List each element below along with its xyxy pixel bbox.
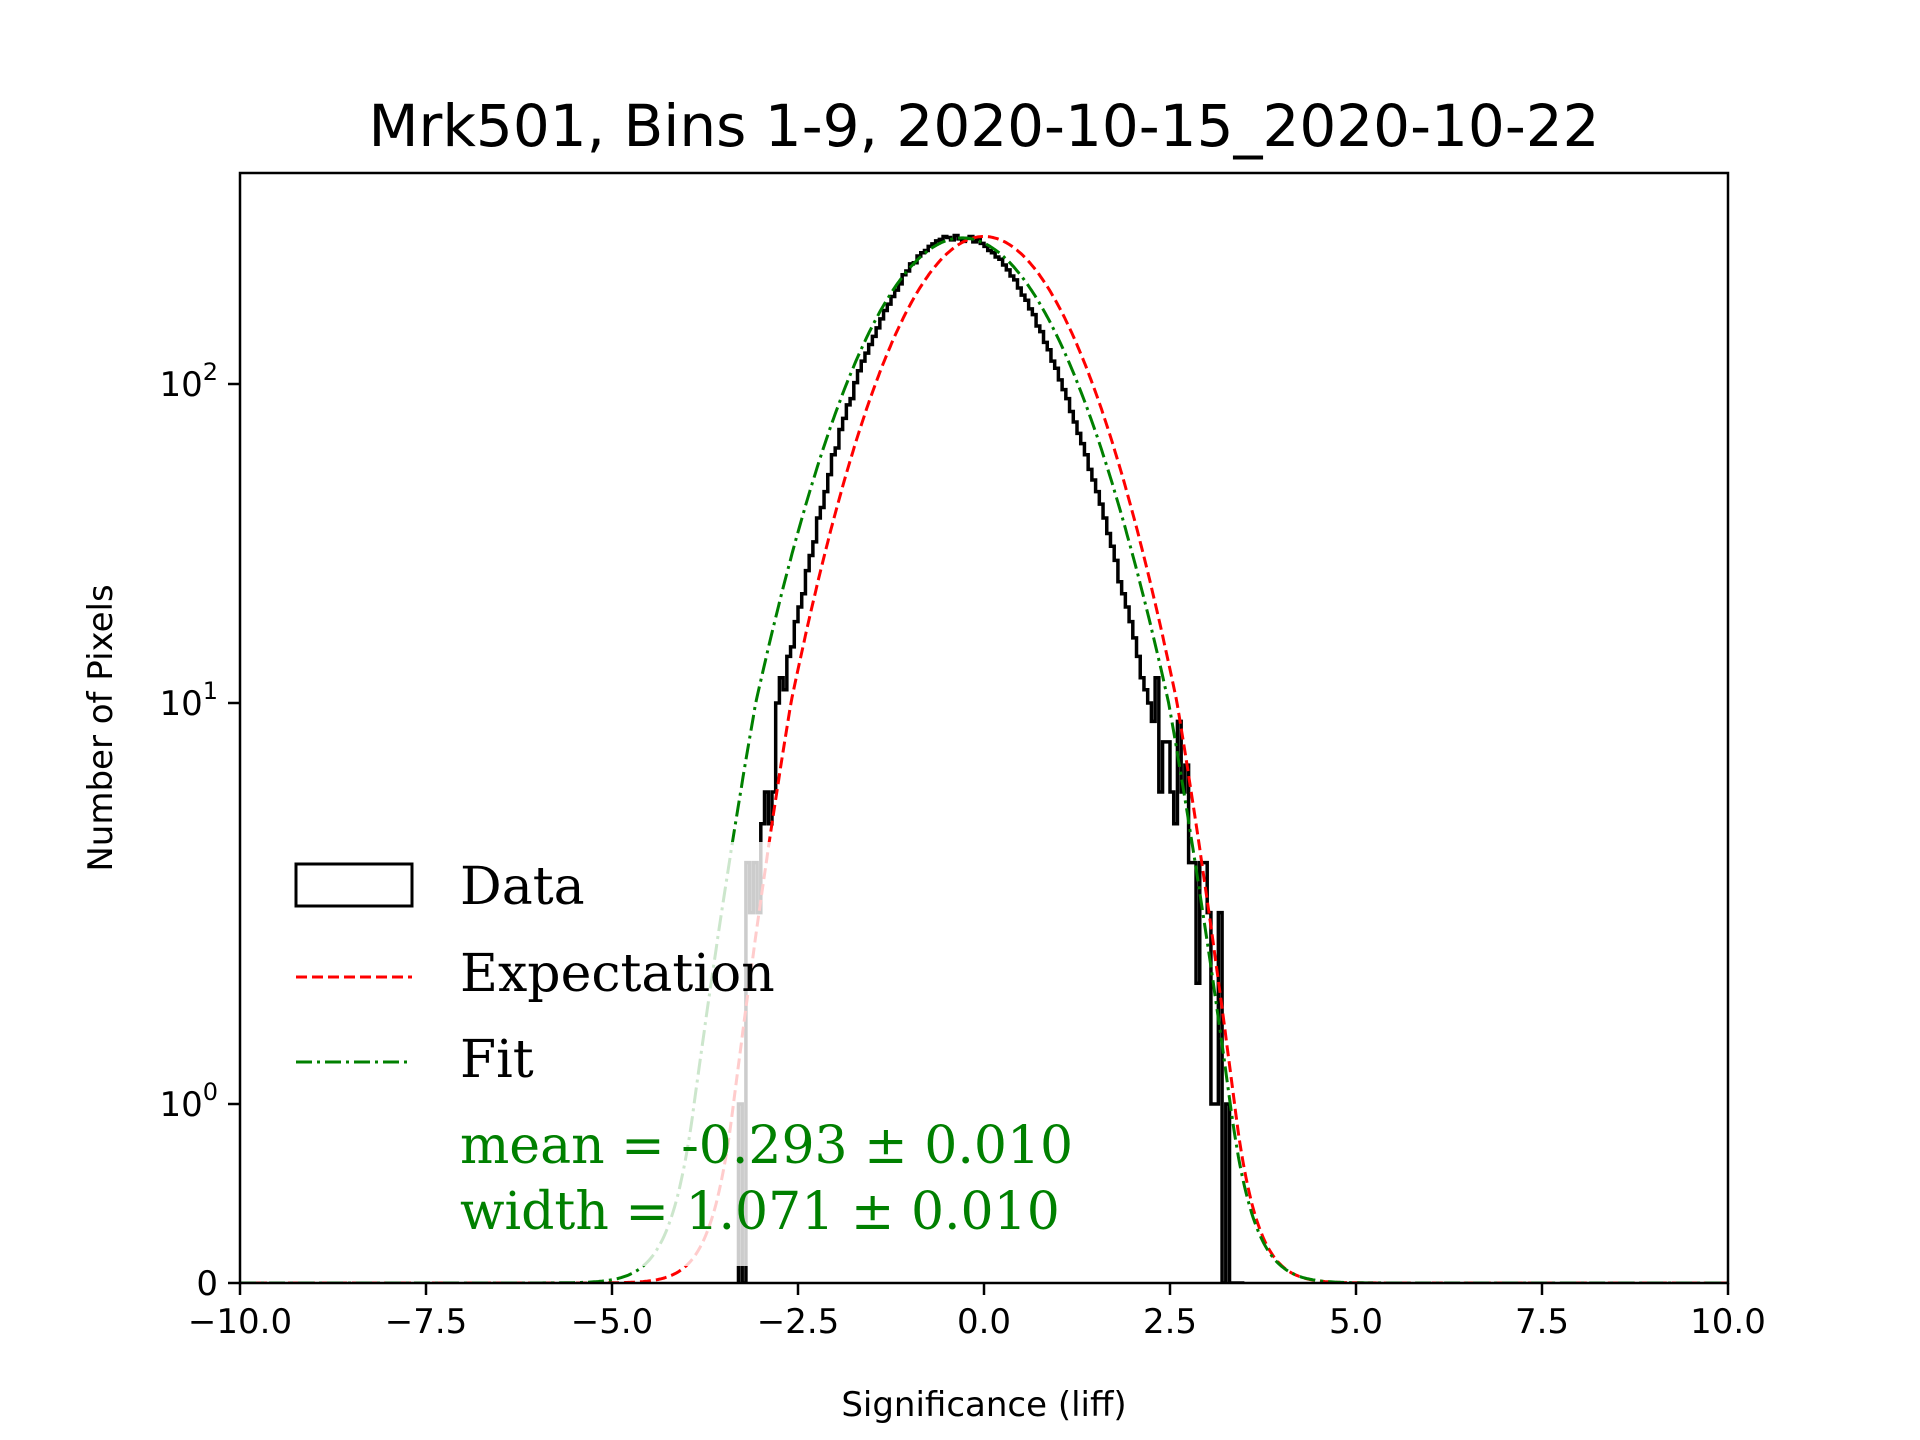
y-axis-label: Number of Pixels xyxy=(81,584,121,871)
legend-expectation-label: Expectation xyxy=(460,944,775,1004)
x-tick-label: 10.0 xyxy=(1690,1302,1766,1342)
histogram-step-line xyxy=(736,233,1245,1283)
fit-width-annotation: width = 1.071 ± 0.010 xyxy=(460,1182,1060,1242)
legend-data-swatch xyxy=(294,862,414,908)
y-tick-label: 0 xyxy=(196,1264,218,1304)
x-tick-label: −2.5 xyxy=(757,1302,840,1342)
chart-title: Mrk501, Bins 1-9, 2020-10-15_2020-10-22 xyxy=(368,92,1599,160)
data-histogram xyxy=(736,233,1245,1283)
x-tick-label: 0.0 xyxy=(957,1302,1011,1342)
x-axis-label: Significance (liff) xyxy=(841,1385,1126,1425)
plot-area xyxy=(240,233,1728,1283)
x-axis: −10.0 −7.5 −5.0 −2.5 0.0 2.5 5.0 7.5 10.0 xyxy=(188,1283,1766,1342)
x-tick-label: 5.0 xyxy=(1329,1302,1383,1342)
x-tick-label: −7.5 xyxy=(385,1302,468,1342)
x-tick-label: 2.5 xyxy=(1143,1302,1197,1342)
legend-data-label: Data xyxy=(460,857,585,917)
y-tick-label: 102 xyxy=(159,358,218,405)
fit-mean-annotation: mean = -0.293 ± 0.010 xyxy=(460,1116,1073,1176)
legend-background xyxy=(272,842,1167,1266)
legend: Data Expectation Fit mean = -0.293 ± 0.0… xyxy=(294,857,1073,1242)
x-tick-label: −5.0 xyxy=(571,1302,654,1342)
legend-fit-label: Fit xyxy=(460,1030,534,1090)
x-tick-label: −10.0 xyxy=(188,1302,292,1342)
x-tick-label: 7.5 xyxy=(1515,1302,1569,1342)
